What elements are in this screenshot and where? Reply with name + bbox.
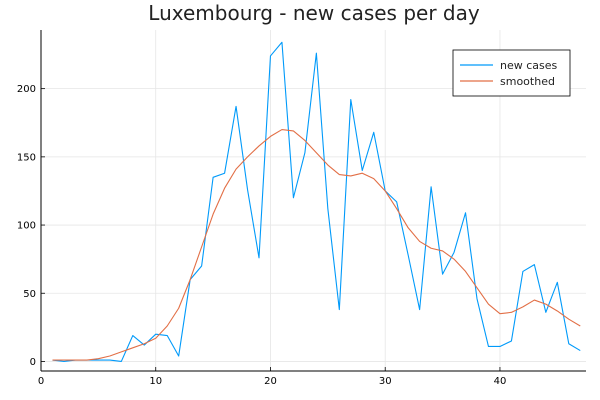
x-tick-label-40: 40 <box>494 376 507 387</box>
y-tick-label-150: 150 <box>17 152 36 163</box>
legend-box <box>452 49 571 97</box>
legend-label-new-cases: new cases <box>500 59 558 72</box>
x-tick-label-20: 20 <box>264 376 277 387</box>
x-tick-label-30: 30 <box>379 376 392 387</box>
y-tick-label-200: 200 <box>17 84 36 95</box>
x-tick-label-10: 10 <box>149 376 162 387</box>
chart-title: Luxembourg - new cases per day <box>148 1 480 25</box>
x-axis-ticks: 0 10 20 30 40 <box>38 367 507 387</box>
y-axis-ticks: 0 50 100 150 200 <box>17 84 45 368</box>
legend: new cases smoothed <box>452 49 571 97</box>
series-line-new-cases <box>52 41 581 363</box>
series-lines <box>52 41 581 363</box>
y-tick-label-0: 0 <box>30 357 36 368</box>
series-line-smoothed <box>52 129 581 361</box>
x-tick-label-0: 0 <box>38 376 44 387</box>
y-tick-label-100: 100 <box>17 221 36 232</box>
y-tick-label-50: 50 <box>23 289 36 300</box>
legend-label-smoothed: smoothed <box>500 75 555 88</box>
